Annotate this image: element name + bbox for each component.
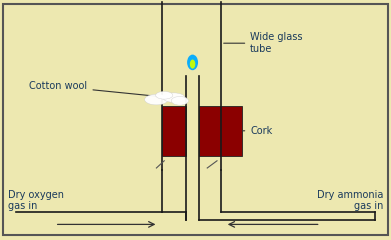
Text: Dry ammonia
gas in: Dry ammonia gas in	[317, 190, 383, 211]
Text: Cork: Cork	[242, 126, 273, 136]
Ellipse shape	[145, 94, 168, 105]
Bar	[162, 106, 186, 156]
Text: Wide glass
tube: Wide glass tube	[224, 32, 303, 54]
Ellipse shape	[156, 91, 173, 99]
FancyBboxPatch shape	[3, 4, 388, 235]
Text: Dry oxygen
gas in: Dry oxygen gas in	[8, 190, 64, 211]
Text: Cotton wool: Cotton wool	[29, 81, 163, 97]
Ellipse shape	[190, 60, 195, 69]
Bar	[199, 106, 242, 156]
Ellipse shape	[163, 93, 185, 102]
Ellipse shape	[187, 54, 198, 70]
Ellipse shape	[171, 96, 188, 105]
